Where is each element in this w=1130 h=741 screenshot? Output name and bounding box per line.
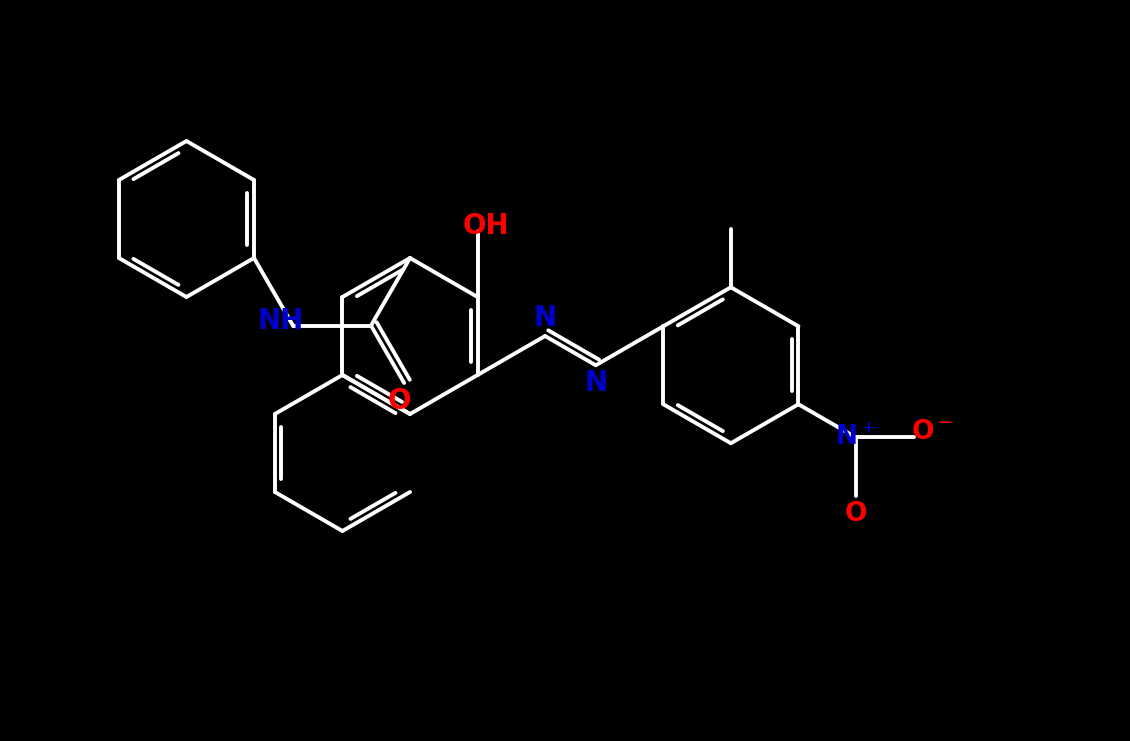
- Text: O$^-$: O$^-$: [912, 419, 954, 445]
- Text: N$^+$: N$^+$: [835, 424, 877, 451]
- Text: NH: NH: [258, 307, 304, 334]
- Text: OH: OH: [462, 212, 508, 239]
- Text: N: N: [584, 369, 607, 397]
- Text: N: N: [533, 304, 557, 332]
- Text: O: O: [388, 387, 411, 415]
- Text: O: O: [844, 501, 867, 527]
